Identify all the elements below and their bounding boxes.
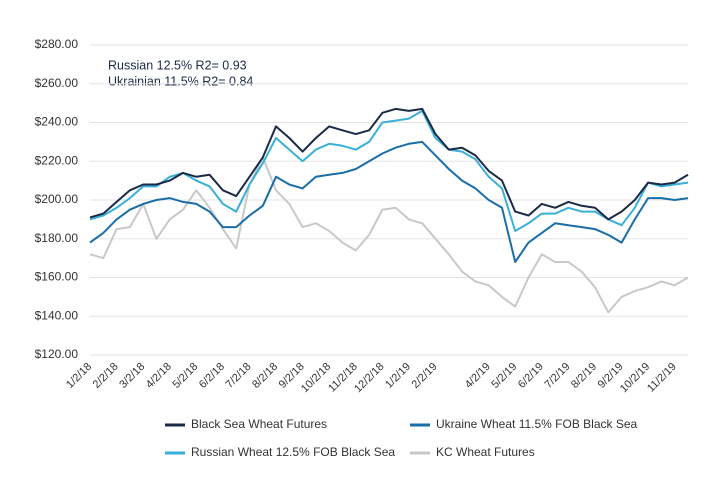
y-tick-label: $260.00 [35,76,79,90]
y-tick-label: $280.00 [35,37,79,51]
x-tick-label: 1/2/18 [64,361,94,391]
y-tick-label: $180.00 [35,231,79,245]
x-tick-label: 2/2/19 [410,361,440,391]
legend-label: Russian Wheat 12.5% FOB Black Sea [191,445,395,459]
x-tick-label: 6/2/19 [516,361,546,391]
legend-label: Ukraine Wheat 11.5% FOB Black Sea [436,417,638,431]
x-tick-label: 5/2/18 [170,361,200,391]
annotation: Russian 12.5% R2= 0.93 [108,58,247,72]
x-tick-label: 7/2/18 [224,361,254,391]
series-line [89,140,689,263]
x-tick-label: 12/2/18 [352,361,386,395]
x-tick-label: 5/2/19 [489,361,519,391]
y-tick-label: $240.00 [35,115,79,129]
x-tick-label: 6/2/18 [197,361,227,391]
x-tick-label: 1/2/19 [383,361,413,391]
x-tick-label: 4/2/18 [144,361,174,391]
series-line [89,109,689,232]
x-tick-label: 10/2/19 [618,361,652,395]
x-tick-label: 2/2/18 [91,361,121,391]
y-tick-label: $140.00 [35,308,79,322]
legend-label: Black Sea Wheat Futures [191,417,327,431]
x-tick-label: 3/2/18 [117,361,147,391]
series-line [89,107,689,221]
x-tick-label: 8/2/19 [569,361,599,391]
series-line [89,156,689,314]
y-tick-label: $200.00 [35,192,79,206]
x-tick-label: 8/2/18 [250,361,280,391]
x-tick-label: 11/2/19 [645,361,679,395]
x-tick-label: 4/2/19 [463,361,493,391]
y-tick-label: $220.00 [35,153,79,167]
x-tick-label: 7/2/19 [542,361,572,391]
legend-label: KC Wheat Futures [436,445,535,459]
annotation: Ukrainian 11.5% R2= 0.84 [108,74,253,88]
x-tick-label: 10/2/18 [299,361,333,395]
y-tick-label: $160.00 [35,270,79,284]
y-tick-label: $120.00 [35,347,79,361]
